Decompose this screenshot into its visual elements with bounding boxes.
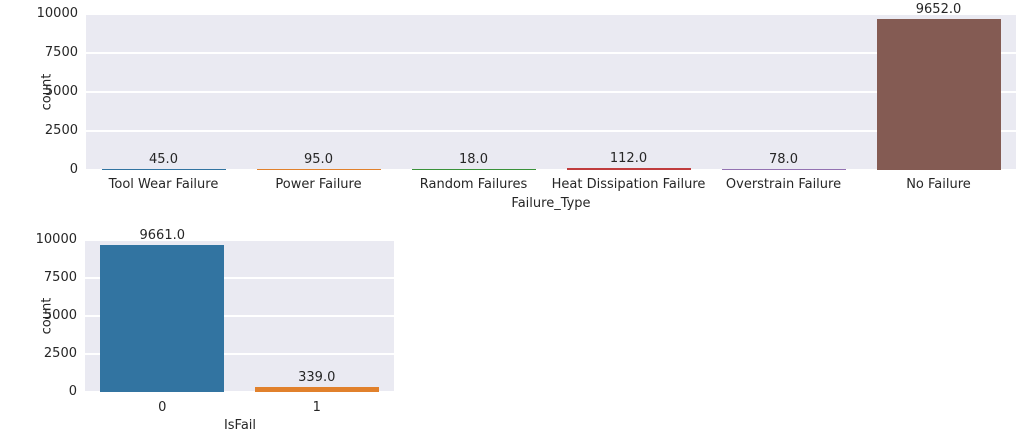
x-tick-label: Overstrain Failure <box>725 177 842 192</box>
bar-value-label: 95.0 <box>304 151 333 167</box>
bar-tool-wear-failure <box>101 169 226 170</box>
y-tick-label: 10000 <box>35 232 77 247</box>
bar-value-label: 78.0 <box>769 151 798 167</box>
y-tick-label: 0 <box>69 162 78 177</box>
bar-0 <box>100 245 225 392</box>
y-tick-label: 7500 <box>43 270 77 285</box>
y-tick-label: 10000 <box>36 6 78 21</box>
bar-value-label: 9661.0 <box>139 228 186 244</box>
gridline <box>85 239 394 241</box>
gridline <box>86 91 1016 93</box>
bar-no-failure <box>876 19 1001 170</box>
x-tick-label: Power Failure <box>275 177 362 192</box>
bar-value-label: 18.0 <box>459 152 488 168</box>
bar-value-label: 112.0 <box>609 151 648 167</box>
x-axis-label: IsFail <box>223 418 257 433</box>
gridline <box>85 391 394 393</box>
gridline <box>85 315 394 317</box>
gridline <box>85 353 394 355</box>
y-tick-label: 2500 <box>44 123 78 138</box>
x-tick-label: 0 <box>158 400 167 415</box>
gridline <box>85 277 394 279</box>
bar-value-label: 339.0 <box>298 369 336 385</box>
bar-overstrain-failure <box>721 168 846 170</box>
bar-1 <box>254 386 379 392</box>
y-tick-label: 0 <box>68 384 77 399</box>
y-tick-label: 7500 <box>44 45 78 60</box>
gridline <box>86 52 1016 54</box>
x-axis-label: Failure_Type <box>511 196 591 211</box>
bar-random-failures <box>411 169 536 170</box>
bar-value-label: 45.0 <box>149 152 178 168</box>
gridline <box>86 130 1016 132</box>
x-tick-label: No Failure <box>906 177 971 192</box>
bar-heat-dissipation-failure <box>566 168 691 170</box>
y-tick-label: 5000 <box>44 84 78 99</box>
gridline <box>86 13 1016 15</box>
bar-power-failure <box>256 168 381 170</box>
x-tick-label: Heat Dissipation Failure <box>551 177 706 192</box>
x-tick-label: 1 <box>312 400 321 415</box>
x-tick-label: Random Failures <box>419 177 528 192</box>
y-tick-label: 5000 <box>43 308 77 323</box>
x-tick-label: Tool Wear Failure <box>108 177 219 192</box>
y-tick-label: 2500 <box>43 346 77 361</box>
gridline <box>86 169 1016 171</box>
bar-value-label: 9652.0 <box>915 2 962 18</box>
